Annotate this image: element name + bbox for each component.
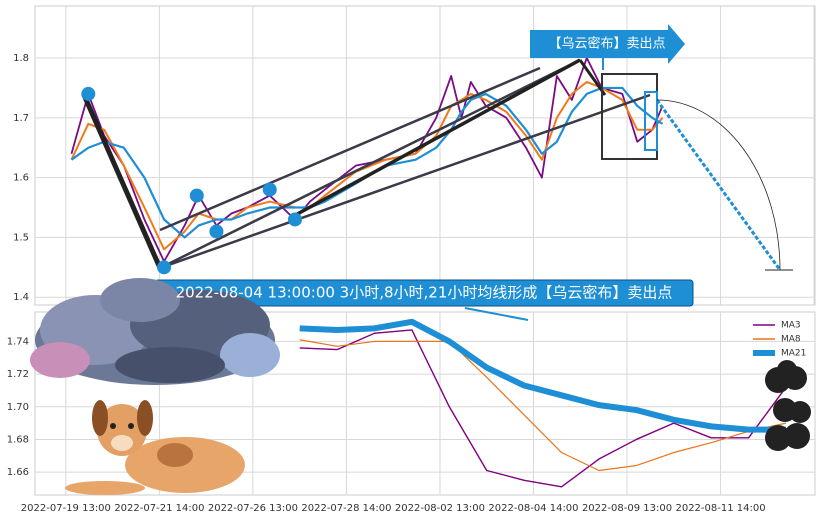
dark-cloud-image xyxy=(765,360,811,451)
decorations xyxy=(30,24,811,495)
trend-line xyxy=(578,59,607,96)
trend-line xyxy=(81,93,163,270)
y-tick-label: 1.8 xyxy=(13,53,29,64)
pivot-marker xyxy=(157,260,172,275)
x-tick-label: 2022-07-21 14:00 xyxy=(114,503,204,514)
pattern-box xyxy=(644,91,658,151)
channel-line xyxy=(159,93,651,270)
annotation-text: 2022-08-04 13:00:00 3小时,8小时,21小时均线形成【乌云密… xyxy=(176,284,673,302)
x-tick-label: 2022-07-28 14:00 xyxy=(301,503,391,514)
x-tick-label: 2022-08-02 13:00 xyxy=(395,503,485,514)
dog-image xyxy=(65,400,245,495)
annotation-arrow xyxy=(530,24,685,64)
y-tick-label: 1.66 xyxy=(7,467,29,478)
series-line xyxy=(70,86,664,239)
pivot-marker xyxy=(262,182,277,197)
pivot-marker xyxy=(189,188,204,203)
channel-line xyxy=(159,58,581,270)
y-tick-label: 1.70 xyxy=(7,402,29,413)
series-line xyxy=(299,318,787,433)
legend-label: MA3 xyxy=(781,321,801,331)
cloud-image xyxy=(30,278,280,385)
y-tick-label: 1.74 xyxy=(7,336,29,347)
projection-line xyxy=(655,99,782,271)
pivot-marker xyxy=(81,86,96,101)
x-tick-label: 2022-07-26 13:00 xyxy=(208,503,298,514)
y-tick-label: 1.72 xyxy=(7,369,29,380)
channel-line xyxy=(159,66,541,232)
series-line xyxy=(299,329,787,488)
y-tick-label: 1.7 xyxy=(13,113,29,124)
x-tick-label: 2022-08-09 13:00 xyxy=(582,503,672,514)
annotation-text: 【乌云密布】卖出点 xyxy=(548,36,665,52)
pivot-marker xyxy=(209,224,224,239)
projection-arc xyxy=(656,99,781,271)
y-tick-label: 1.5 xyxy=(13,232,29,243)
annotation-pointer xyxy=(464,307,529,321)
legend-label: MA8 xyxy=(781,335,801,345)
y-tick-label: 1.4 xyxy=(13,292,29,303)
trend-line xyxy=(289,58,581,220)
x-tick-label: 2022-08-11 14:00 xyxy=(675,503,765,514)
pivot-marker xyxy=(288,212,302,227)
x-tick-label: 2022-08-04 14:00 xyxy=(488,503,578,514)
y-tick-label: 1.6 xyxy=(13,173,29,184)
series-line xyxy=(299,339,787,472)
y-tick-label: 1.68 xyxy=(7,434,29,445)
legend-label: MA21 xyxy=(781,349,806,359)
x-tick-label: 2022-07-19 13:00 xyxy=(21,503,111,514)
